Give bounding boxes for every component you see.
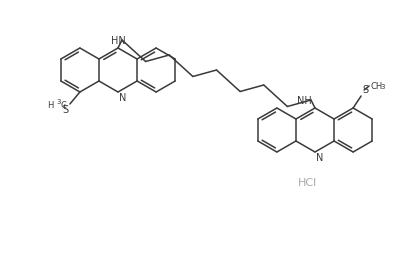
Text: N: N bbox=[119, 93, 126, 103]
Text: N: N bbox=[315, 153, 322, 163]
Text: S: S bbox=[361, 85, 367, 95]
Text: S: S bbox=[63, 105, 69, 115]
Text: HCl: HCl bbox=[298, 178, 317, 188]
Text: HN: HN bbox=[110, 36, 125, 46]
Text: H: H bbox=[47, 101, 54, 109]
Text: 3: 3 bbox=[57, 99, 61, 105]
Text: C: C bbox=[61, 101, 66, 109]
Text: NH: NH bbox=[296, 96, 311, 106]
Text: CH: CH bbox=[369, 82, 382, 91]
Text: 3: 3 bbox=[379, 84, 384, 90]
